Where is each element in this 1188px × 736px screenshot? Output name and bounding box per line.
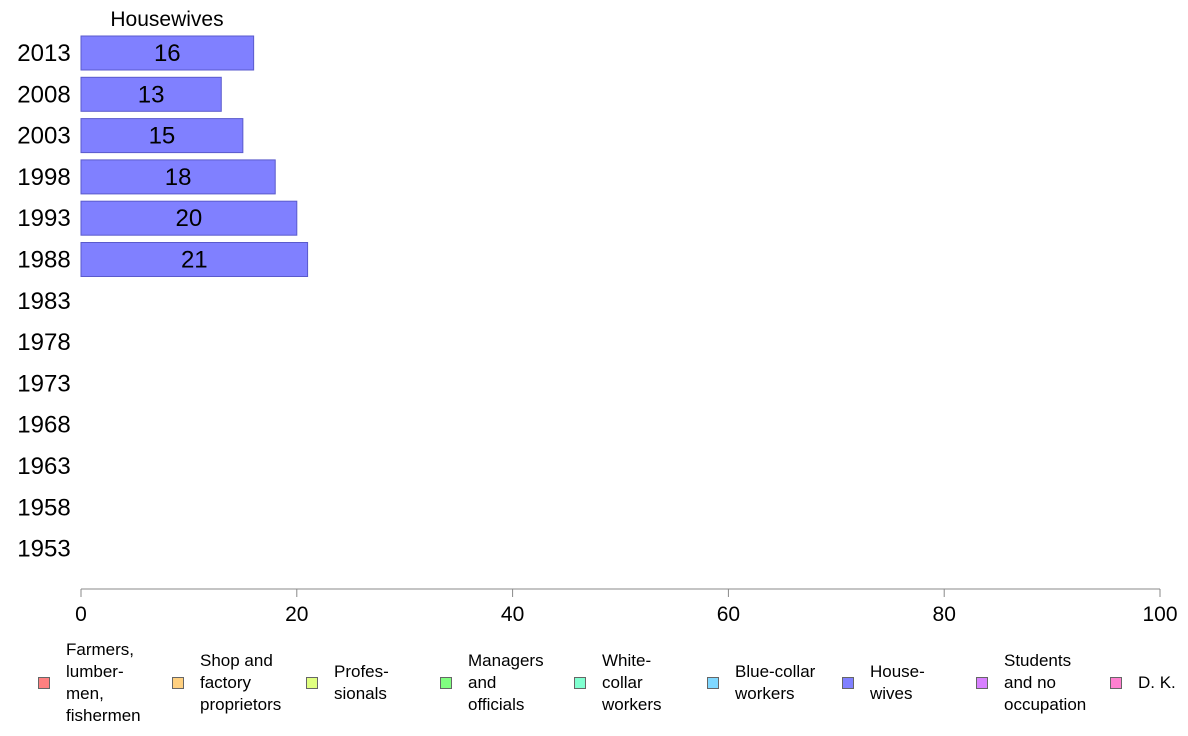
legend-label: White- collar workers bbox=[602, 651, 662, 714]
year-label: 2008 bbox=[17, 81, 70, 108]
legend-item: Managers and officials bbox=[440, 644, 544, 722]
year-label: 2013 bbox=[17, 40, 70, 67]
legend-swatch bbox=[707, 677, 719, 689]
year-label: 1968 bbox=[17, 412, 70, 439]
chart: Housewives 20132008200319981993198819831… bbox=[17, 8, 1178, 626]
legend-label: House- wives bbox=[870, 662, 925, 703]
bar-value-label: 21 bbox=[181, 247, 208, 274]
year-label: 1993 bbox=[17, 205, 70, 232]
legend-label: D. K. bbox=[1138, 673, 1176, 692]
legend-swatch bbox=[38, 677, 50, 689]
legend: Farmers, lumber- men, fishermen Shop and … bbox=[0, 640, 1188, 736]
legend-swatch bbox=[1110, 677, 1122, 689]
x-tick-label: 60 bbox=[717, 603, 740, 626]
x-axis: 0 20 40 60 80 100 bbox=[75, 588, 1178, 626]
legend-swatch bbox=[172, 677, 184, 689]
legend-item: Blue-collar workers bbox=[707, 644, 815, 722]
chart-title: Housewives bbox=[110, 8, 223, 31]
bar-value-label: 15 bbox=[149, 123, 176, 150]
legend-label: Profes- sionals bbox=[334, 662, 389, 703]
bar bbox=[80, 242, 309, 277]
legend-label: Shop and factory proprietors bbox=[200, 651, 282, 714]
x-tick-label: 40 bbox=[501, 603, 524, 626]
legend-label: Managers and officials bbox=[468, 651, 544, 714]
x-tick-label: 0 bbox=[75, 603, 87, 626]
bar-value-label: 13 bbox=[138, 81, 165, 108]
legend-label: Students and no occupation bbox=[1004, 651, 1087, 714]
year-label: 1978 bbox=[17, 329, 70, 356]
legend-item: D. K. bbox=[1110, 644, 1176, 722]
bar-value-label: 18 bbox=[165, 164, 192, 191]
legend-swatch bbox=[842, 677, 854, 689]
legend-item: White- collar workers bbox=[574, 644, 662, 722]
legend-item: House- wives bbox=[842, 644, 925, 722]
bar bbox=[80, 35, 255, 71]
year-label: 2003 bbox=[17, 123, 70, 150]
year-label: 1983 bbox=[17, 288, 70, 315]
bar bbox=[80, 200, 298, 236]
year-label: 1958 bbox=[17, 494, 70, 521]
legend-item: Profes- sionals bbox=[306, 644, 389, 722]
legend-item: Students and no occupation bbox=[976, 644, 1086, 722]
legend-label: Farmers, lumber- men, fishermen bbox=[66, 640, 141, 725]
x-tick-label: 80 bbox=[933, 603, 956, 626]
legend-swatch bbox=[306, 677, 318, 689]
bar-value-label: 20 bbox=[176, 205, 203, 232]
legend-swatch bbox=[574, 677, 586, 689]
bar bbox=[80, 118, 244, 154]
bar bbox=[80, 76, 222, 112]
x-tick-label: 20 bbox=[285, 603, 308, 626]
legend-item: Shop and factory proprietors bbox=[172, 644, 281, 722]
legend-item: Farmers, lumber- men, fishermen bbox=[38, 640, 141, 725]
legend-swatch bbox=[976, 677, 988, 689]
legend-label: Blue-collar workers bbox=[735, 662, 816, 703]
year-label: 1973 bbox=[17, 370, 70, 397]
x-tick-label: 100 bbox=[1142, 603, 1177, 626]
year-label: 1988 bbox=[17, 247, 70, 274]
bar bbox=[80, 159, 276, 195]
year-label: 1953 bbox=[17, 536, 70, 563]
year-label: 1963 bbox=[17, 453, 70, 480]
legend-swatch bbox=[440, 677, 452, 689]
bar-value-label: 16 bbox=[154, 40, 181, 67]
year-label: 1998 bbox=[17, 164, 70, 191]
